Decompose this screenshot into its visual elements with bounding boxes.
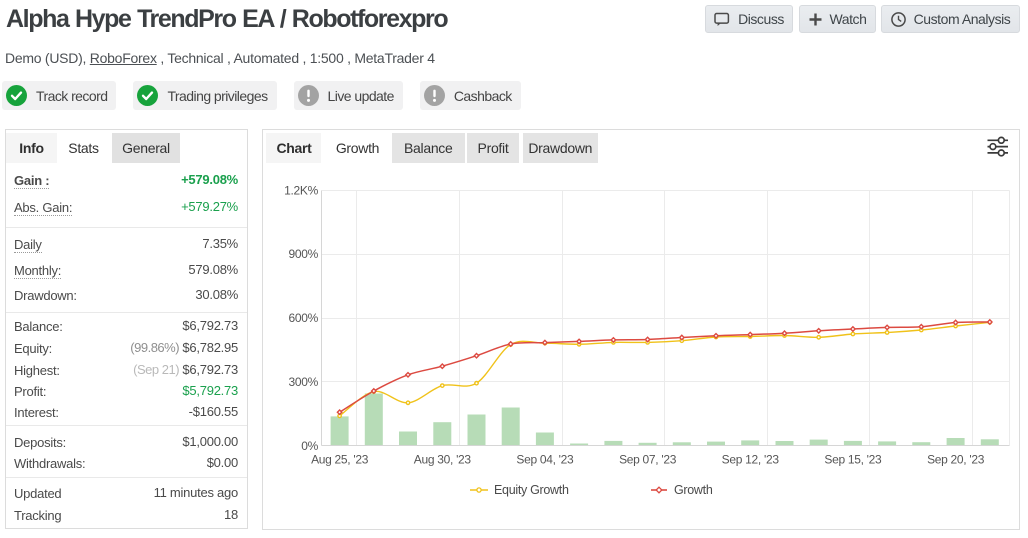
svg-text:Equity Growth: Equity Growth xyxy=(494,483,569,497)
svg-text:Growth: Growth xyxy=(674,483,713,497)
svg-text:600%: 600% xyxy=(289,311,319,325)
svg-text:900%: 900% xyxy=(289,247,319,261)
svg-text:Sep 04, '23: Sep 04, '23 xyxy=(516,453,574,467)
svg-text:Aug 25, '23: Aug 25, '23 xyxy=(311,453,369,467)
svg-text:300%: 300% xyxy=(289,375,319,389)
svg-text:Sep 20, '23: Sep 20, '23 xyxy=(927,453,985,467)
svg-text:Aug 30, '23: Aug 30, '23 xyxy=(414,453,472,467)
svg-text:Sep 12, '23: Sep 12, '23 xyxy=(722,453,780,467)
svg-text:Sep 15, '23: Sep 15, '23 xyxy=(824,453,882,467)
svg-text:0%: 0% xyxy=(301,439,318,453)
svg-text:Sep 07, '23: Sep 07, '23 xyxy=(619,453,677,467)
svg-text:1.2K%: 1.2K% xyxy=(284,183,318,197)
